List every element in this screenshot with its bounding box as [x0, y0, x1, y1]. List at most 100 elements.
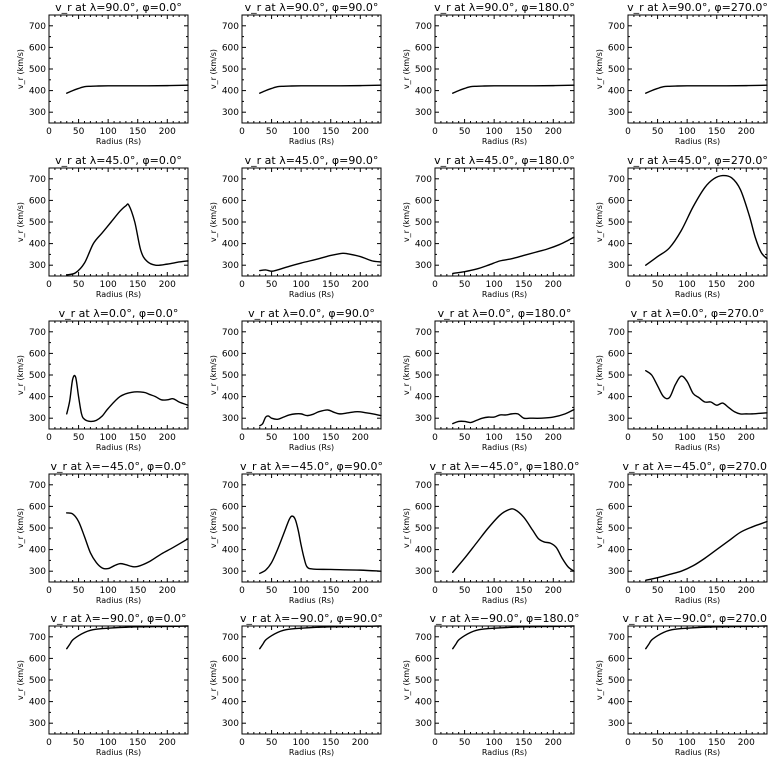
y-axis-label: v_r (km/s) [595, 660, 604, 700]
y-tick-label: 400 [415, 240, 432, 250]
x-tick-label: 200 [352, 738, 369, 748]
x-tick-label: 200 [159, 280, 176, 290]
x-tick-label: 0 [46, 586, 52, 596]
x-tick-label: 150 [129, 127, 146, 137]
y-tick-label: 700 [222, 633, 239, 643]
y-tick-label: 600 [29, 349, 46, 359]
x-tick-label: 200 [738, 586, 755, 596]
subplot-2-3: v_r at λ=45.0°, φ=180.0° 0 50 100 150 200 300 4… [402, 154, 575, 299]
x-axis-label: Radius (Rs) [289, 290, 334, 299]
series-line [645, 625, 768, 650]
x-axis-label: Radius (Rs) [675, 443, 720, 452]
x-tick-label: 100 [486, 280, 503, 290]
x-tick-label: 50 [459, 127, 471, 137]
x-axis-label: Radius (Rs) [675, 137, 720, 146]
x-tick-label: 150 [129, 586, 146, 596]
x-tick-label: 150 [708, 586, 725, 596]
y-axis-label: v_r (km/s) [595, 49, 604, 89]
y-tick-label: 400 [415, 393, 432, 403]
y-tick-label: 700 [29, 633, 46, 643]
y-tick-label: 300 [29, 108, 46, 118]
y-axis-label: v_r (km/s) [402, 202, 411, 242]
x-tick-label: 0 [432, 433, 438, 443]
y-axis-label: v_r (km/s) [16, 355, 25, 395]
y-tick-label: 700 [222, 328, 239, 338]
x-tick-label: 200 [352, 586, 369, 596]
series-line [66, 84, 189, 94]
x-tick-label: 50 [652, 433, 664, 443]
y-tick-label: 400 [29, 546, 46, 556]
y-tick-label: 600 [222, 43, 239, 53]
y-tick-label: 300 [415, 719, 432, 729]
y-tick-label: 500 [415, 524, 432, 534]
series-line [645, 369, 768, 415]
subplot-title: v_r at λ=−45.0°, φ=180.0° [430, 460, 580, 473]
x-tick-label: 150 [708, 738, 725, 748]
x-tick-label: 200 [545, 127, 562, 137]
y-tick-label: 500 [222, 218, 239, 228]
y-tick-label: 600 [415, 502, 432, 512]
y-tick-label: 400 [608, 393, 625, 403]
y-tick-label: 600 [222, 502, 239, 512]
y-axis-label: v_r (km/s) [595, 202, 604, 242]
series-line [645, 520, 768, 581]
y-tick-label: 600 [608, 502, 625, 512]
y-tick-label: 700 [415, 481, 432, 491]
y-tick-label: 700 [608, 328, 625, 338]
series-line [645, 174, 768, 266]
x-tick-label: 100 [679, 738, 696, 748]
x-tick-label: 0 [46, 280, 52, 290]
x-tick-label: 0 [432, 280, 438, 290]
y-tick-label: 400 [29, 87, 46, 97]
x-tick-label: 0 [625, 433, 631, 443]
x-axis-label: Radius (Rs) [482, 748, 527, 757]
plot-frame [434, 625, 575, 735]
y-tick-label: 700 [222, 481, 239, 491]
plot-frame [434, 14, 575, 124]
subplot-title: v_r at λ=−45.0°, φ=90.0° [240, 460, 383, 473]
x-tick-label: 50 [73, 280, 85, 290]
y-tick-label: 300 [222, 108, 239, 118]
x-tick-label: 200 [545, 738, 562, 748]
x-tick-label: 50 [652, 586, 664, 596]
subplot-title: v_r at λ=45.0°, φ=180.0° [434, 154, 575, 167]
subplot-title: v_r at λ=90.0°, φ=270.0° [627, 1, 768, 14]
x-tick-label: 50 [459, 433, 471, 443]
x-tick-label: 100 [293, 586, 310, 596]
x-tick-label: 200 [545, 586, 562, 596]
y-axis-label: v_r (km/s) [402, 49, 411, 89]
x-tick-label: 0 [239, 433, 245, 443]
x-tick-label: 150 [322, 433, 339, 443]
x-tick-label: 150 [129, 738, 146, 748]
x-tick-label: 50 [73, 127, 85, 137]
x-tick-label: 150 [515, 433, 532, 443]
x-tick-label: 50 [266, 127, 278, 137]
y-tick-label: 400 [222, 393, 239, 403]
plot-frame [241, 473, 382, 583]
subplot-title: v_r at λ=−90.0°, φ=90.0° [240, 612, 383, 625]
x-tick-label: 0 [432, 738, 438, 748]
subplot-title: v_r at λ=−90.0°, φ=180.0° [430, 612, 580, 625]
plot-frame [48, 320, 189, 430]
x-tick-label: 0 [432, 586, 438, 596]
x-tick-label: 0 [239, 586, 245, 596]
y-axis-label: v_r (km/s) [209, 508, 218, 548]
y-tick-label: 400 [222, 87, 239, 97]
subplot-title: v_r at λ=45.0°, φ=90.0° [245, 154, 379, 167]
plot-frame [48, 473, 189, 583]
x-tick-label: 50 [266, 738, 278, 748]
x-tick-label: 100 [486, 127, 503, 137]
y-tick-label: 700 [608, 633, 625, 643]
x-tick-label: 150 [322, 280, 339, 290]
x-tick-label: 50 [266, 433, 278, 443]
y-axis-label: v_r (km/s) [16, 660, 25, 700]
series-line [452, 84, 575, 94]
x-axis-label: Radius (Rs) [482, 137, 527, 146]
y-tick-label: 300 [415, 567, 432, 577]
y-tick-label: 300 [29, 567, 46, 577]
y-axis-label: v_r (km/s) [402, 508, 411, 548]
x-axis-label: Radius (Rs) [482, 290, 527, 299]
plot-frame [241, 14, 382, 124]
x-axis-label: Radius (Rs) [289, 443, 334, 452]
